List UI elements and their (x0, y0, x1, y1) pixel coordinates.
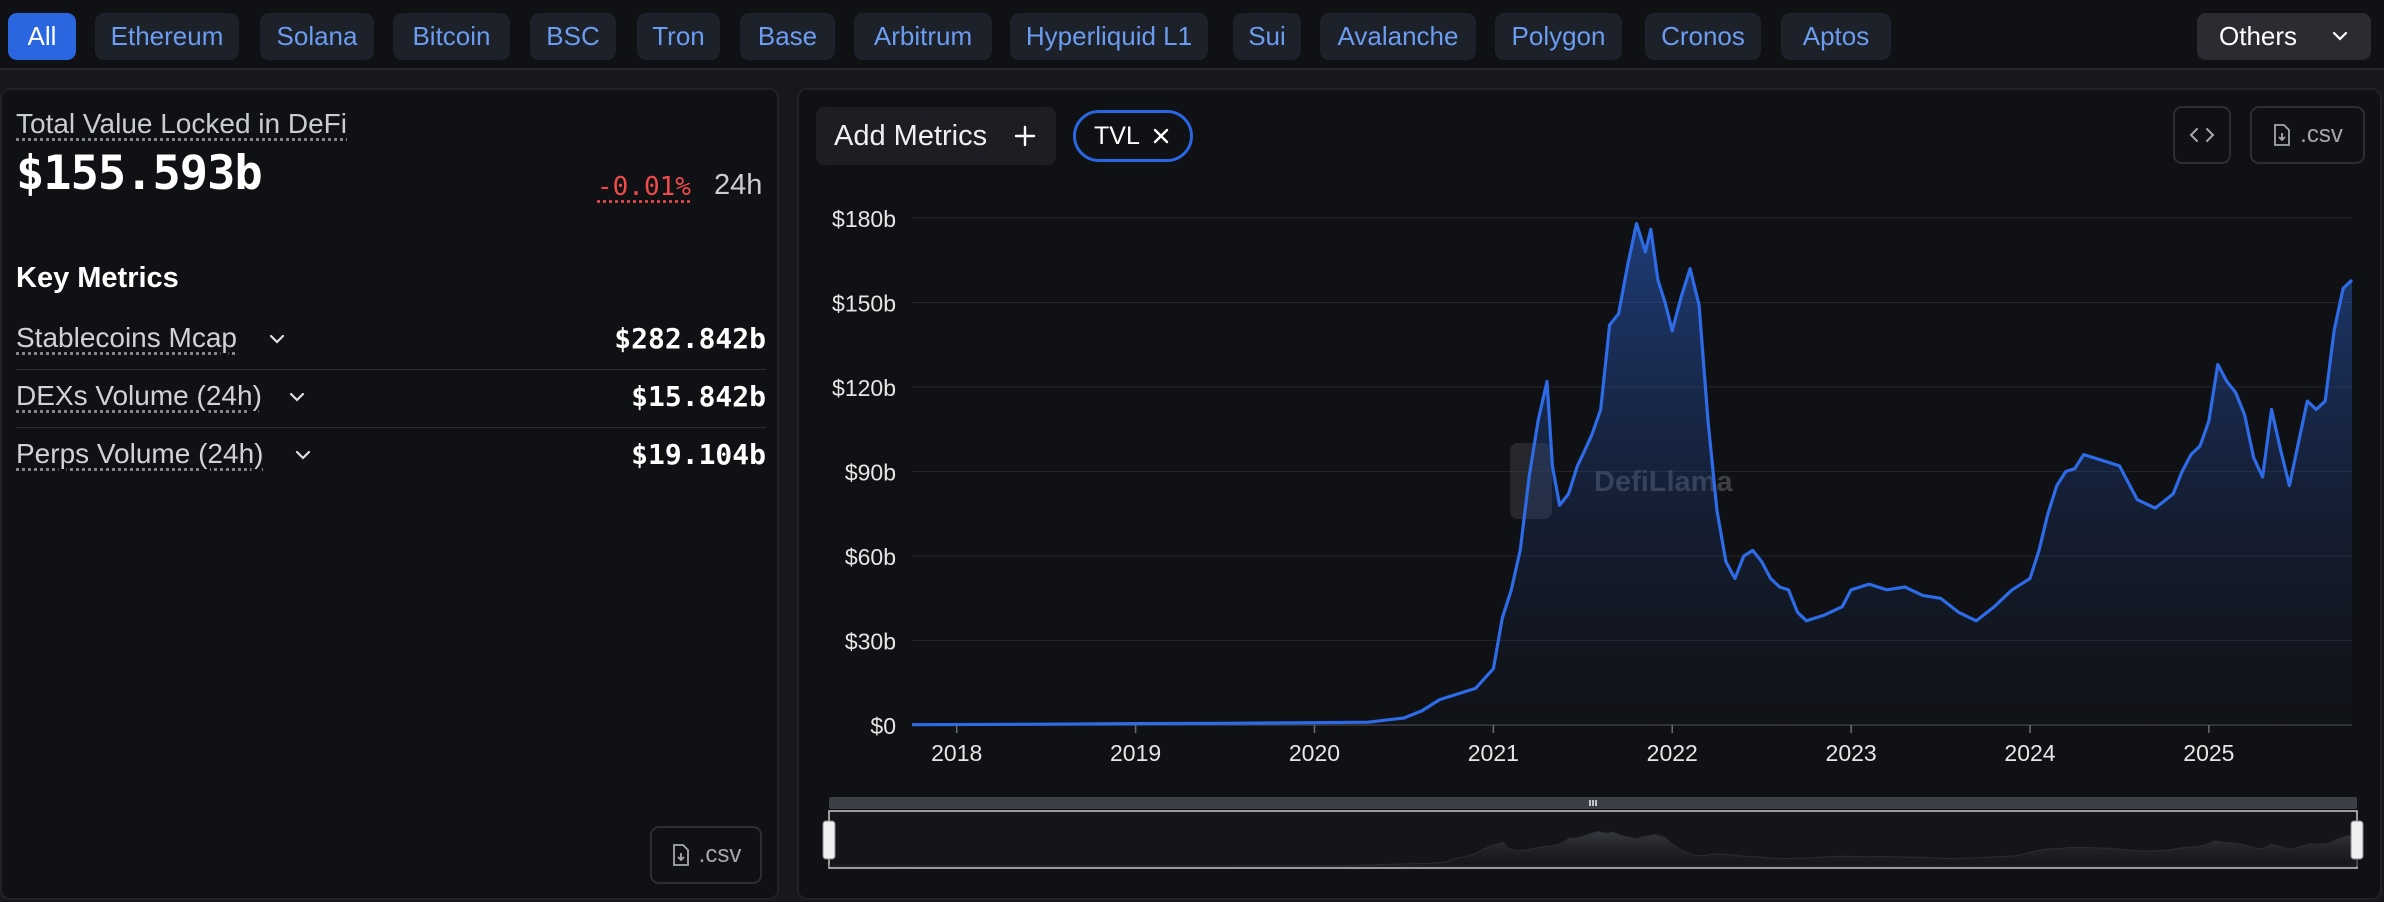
plus-icon (1014, 125, 1036, 147)
others-dropdown[interactable]: Others (2197, 13, 2371, 60)
chain-tab-polygon[interactable]: Polygon (1495, 13, 1622, 60)
chart-download-csv-button[interactable]: .csv (2250, 106, 2365, 164)
embed-button[interactable] (2173, 106, 2231, 164)
active-metric-label: TVL (1094, 121, 1140, 150)
metric-row-perps-volume[interactable]: Perps Volume (24h) $19.104b (16, 428, 766, 486)
chain-tab-solana[interactable]: Solana (260, 13, 374, 60)
chain-tab-bsc[interactable]: BSC (530, 13, 616, 60)
chevron-down-icon (2332, 31, 2348, 41)
chain-tab-bitcoin[interactable]: Bitcoin (393, 13, 510, 60)
metric-row-stablecoins[interactable]: Stablecoins Mcap $282.842b (16, 312, 766, 370)
add-metrics-button[interactable]: Add Metrics (816, 107, 1056, 165)
chain-tab-hyperliquid-l1[interactable]: Hyperliquid L1 (1010, 13, 1208, 60)
code-icon (2189, 128, 2215, 142)
chain-tab-base[interactable]: Base (740, 13, 835, 60)
chain-tab-aptos[interactable]: Aptos (1781, 13, 1891, 60)
metric-row-dex-volume[interactable]: DEXs Volume (24h) $15.842b (16, 370, 766, 428)
tvl-change[interactable]: -0.01% (597, 172, 691, 202)
metric-value: $282.842b (614, 322, 766, 355)
chain-tab-tron[interactable]: Tron (637, 13, 720, 60)
others-label: Others (2219, 21, 2298, 51)
active-metric-chip[interactable]: TVL (1073, 110, 1193, 162)
chain-tab-sui[interactable]: Sui (1233, 13, 1301, 60)
metric-label[interactable]: Stablecoins Mcap (16, 322, 238, 353)
tvl-label[interactable]: Total Value Locked in DeFi (16, 108, 347, 139)
key-metrics-title: Key Metrics (16, 262, 179, 294)
metric-value: $19.104b (631, 438, 766, 471)
download-file-icon (2274, 124, 2291, 146)
chart-panel: Add Metrics TVL .csv (797, 88, 2382, 900)
metric-label[interactable]: Perps Volume (24h) (16, 438, 264, 469)
summary-panel: Total Value Locked in DeFi $155.593b -0.… (0, 88, 779, 900)
close-icon[interactable] (1152, 127, 1170, 145)
chevron-down-icon[interactable] (294, 446, 312, 464)
chain-tab-cronos[interactable]: Cronos (1645, 13, 1761, 60)
metric-label[interactable]: DEXs Volume (24h) (16, 380, 262, 411)
chain-tab-ethereum[interactable]: Ethereum (95, 13, 239, 60)
add-metrics-label: Add Metrics (834, 119, 988, 152)
chain-tab-arbitrum[interactable]: Arbitrum (854, 13, 992, 60)
metric-value: $15.842b (631, 380, 766, 413)
chevron-down-icon[interactable] (268, 330, 286, 348)
tvl-change-period: 24h (714, 169, 763, 201)
download-csv-button[interactable]: .csv (650, 826, 762, 884)
csv-label: .csv (698, 841, 742, 868)
csv-label: .csv (2300, 121, 2343, 148)
chain-filter-bar: All Ethereum Solana Bitcoin BSC Tron Base Arbit… (0, 0, 2384, 70)
chain-tab-avalanche[interactable]: Avalanche (1320, 13, 1476, 60)
download-file-icon (672, 844, 689, 866)
tvl-value: $155.593b (16, 146, 263, 201)
chain-tab-all[interactable]: All (8, 13, 76, 60)
chevron-down-icon[interactable] (288, 388, 306, 406)
